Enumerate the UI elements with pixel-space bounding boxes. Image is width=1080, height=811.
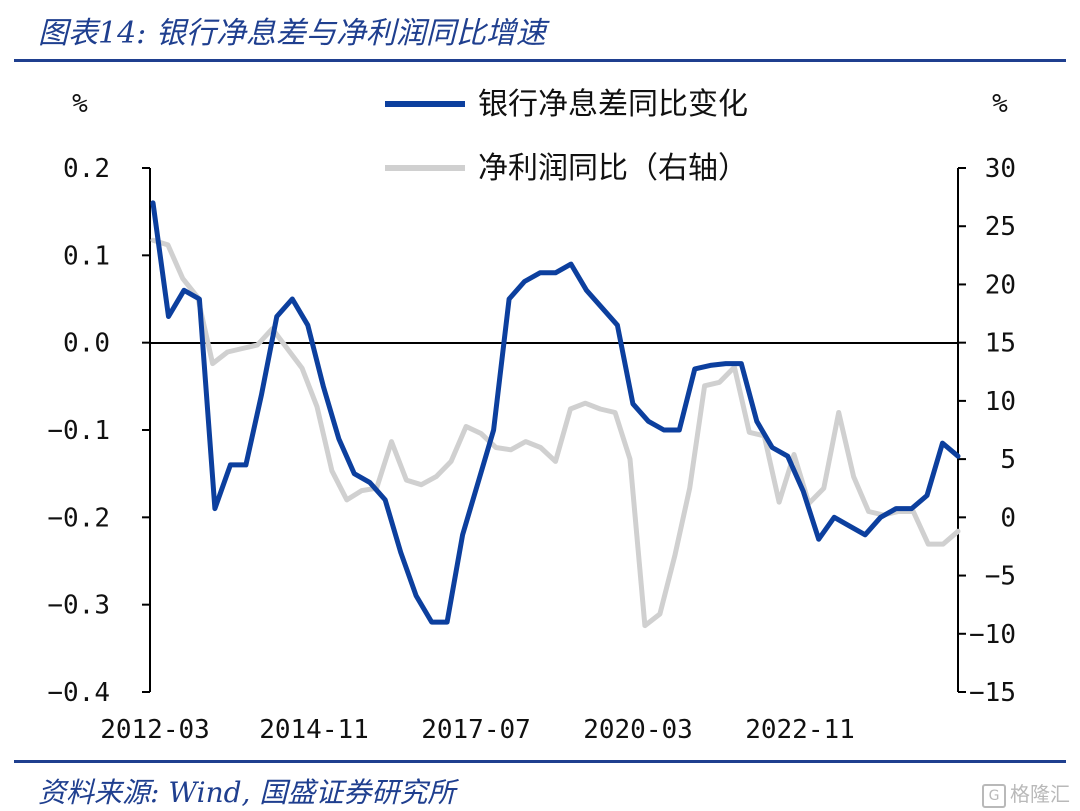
right-axis-tick-label: 0 xyxy=(1000,503,1016,533)
source-note: 资料来源: Wind, 国盛证券研究所 xyxy=(38,776,456,809)
footer-divider xyxy=(14,760,1066,763)
series-layer xyxy=(150,200,961,629)
right-axis-tick-label: 5 xyxy=(1000,445,1016,475)
left-axis-tick-label: −0.2 xyxy=(47,503,110,533)
watermark: G 格隆汇 xyxy=(982,778,1070,808)
x-axis-tick-label: 2017-07 xyxy=(421,715,531,745)
left-axis-tick-label: 0.2 xyxy=(63,154,110,184)
x-axis-tick-label: 2014-11 xyxy=(259,715,369,745)
right-axis-tick-label: −15 xyxy=(969,678,1016,708)
left-axis-tick-label: 0.0 xyxy=(63,329,110,359)
watermark-text: 格隆汇 xyxy=(1010,782,1070,806)
x-axis-tick-label: 2022-11 xyxy=(745,715,855,745)
right-axis-unit-label: % xyxy=(992,89,1008,119)
right-axis-tick-label: 25 xyxy=(985,212,1016,242)
right-axis-tick-label: −5 xyxy=(985,562,1016,592)
left-axis-tick-label: −0.3 xyxy=(47,591,110,621)
legend-label-profit: 净利润同比（右轴） xyxy=(478,151,748,186)
right-axis-tick-label: −10 xyxy=(969,620,1016,650)
right-axis-tick-label: 30 xyxy=(985,154,1016,184)
left-axis-unit-label: % xyxy=(72,89,88,119)
right-axis-tick-label: 10 xyxy=(985,387,1016,417)
left-axis-tick-label: 0.1 xyxy=(63,241,110,271)
x-axis-tick-label: 2012-03 xyxy=(100,715,210,745)
legend-label-nim: 银行净息差同比变化 xyxy=(478,87,748,122)
right-axis-tick-label: 15 xyxy=(985,329,1016,359)
figure-title: 图表14: 银行净息差与净利润同比增速 xyxy=(38,16,546,51)
chart-canvas: 0.2 0.1 0.0 −0.1 −0.2 −0.3 −0.4 30 25 20 15 10 5 0 −5 −… xyxy=(47,87,1016,745)
series-line-net-profit-yoy xyxy=(150,237,961,629)
axes-layer: 0.2 0.1 0.0 −0.1 −0.2 −0.3 −0.4 30 25 20 15 10 5 0 −5 −… xyxy=(47,89,1016,745)
x-axis-tick-label: 2020-03 xyxy=(583,715,693,745)
left-axis-tick-label: −0.4 xyxy=(47,678,110,708)
series-line-nim-yoy xyxy=(150,200,961,625)
right-axis-tick-label: 20 xyxy=(985,270,1016,300)
left-axis-tick-label: −0.1 xyxy=(47,416,110,446)
title-divider xyxy=(14,59,1066,62)
watermark-logo-icon: G xyxy=(982,783,1006,808)
